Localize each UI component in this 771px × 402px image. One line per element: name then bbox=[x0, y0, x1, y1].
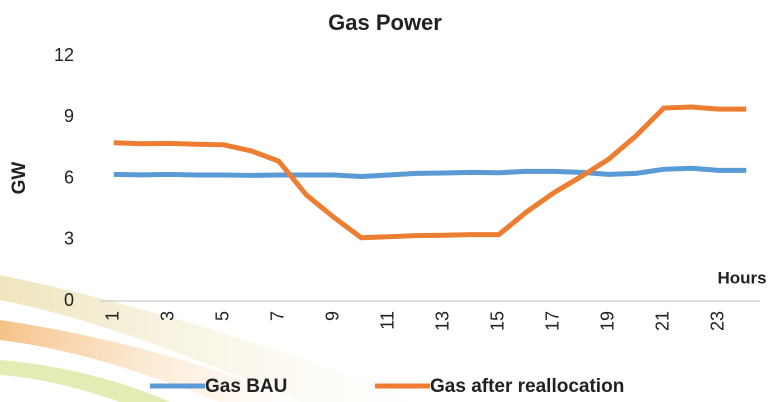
background-decoration bbox=[0, 275, 420, 402]
legend-label: Gas after reallocation bbox=[430, 376, 624, 397]
x-tick-label: 11 bbox=[378, 311, 398, 330]
x-tick-label: 21 bbox=[653, 311, 673, 331]
x-tick-label: 3 bbox=[158, 311, 178, 321]
x-tick-label: 23 bbox=[708, 311, 728, 331]
y-axis-label: GW bbox=[9, 162, 30, 195]
x-tick-label: 19 bbox=[598, 311, 618, 331]
y-tick-label: 6 bbox=[64, 167, 74, 187]
x-tick-label: 15 bbox=[488, 311, 508, 331]
x-axis-label: Hours bbox=[717, 268, 766, 287]
x-tick-label: 7 bbox=[268, 311, 288, 321]
x-tick-label: 13 bbox=[433, 311, 453, 331]
legend-label: Gas BAU bbox=[205, 376, 287, 397]
y-tick-label: 3 bbox=[64, 229, 74, 249]
x-tick-label: 5 bbox=[213, 311, 233, 321]
series-line bbox=[113, 104, 747, 241]
series-line bbox=[113, 165, 747, 179]
chart-title: Gas Power bbox=[328, 10, 442, 35]
x-tick-label: 1 bbox=[103, 311, 123, 321]
y-tick-label: 9 bbox=[64, 106, 74, 126]
x-tick-label: 17 bbox=[543, 311, 563, 331]
x-tick-label: 9 bbox=[323, 311, 343, 321]
y-tick-label: 12 bbox=[54, 45, 74, 65]
y-tick-label: 0 bbox=[64, 290, 74, 310]
